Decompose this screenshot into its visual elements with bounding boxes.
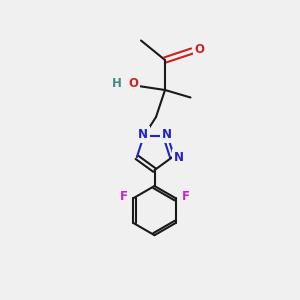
Text: N: N bbox=[162, 128, 172, 141]
Text: H: H bbox=[112, 77, 121, 90]
Text: N: N bbox=[138, 128, 148, 141]
Text: F: F bbox=[182, 190, 189, 203]
Text: O: O bbox=[194, 43, 205, 56]
Text: N: N bbox=[174, 151, 184, 164]
Text: O: O bbox=[128, 77, 139, 90]
Text: F: F bbox=[120, 190, 128, 203]
